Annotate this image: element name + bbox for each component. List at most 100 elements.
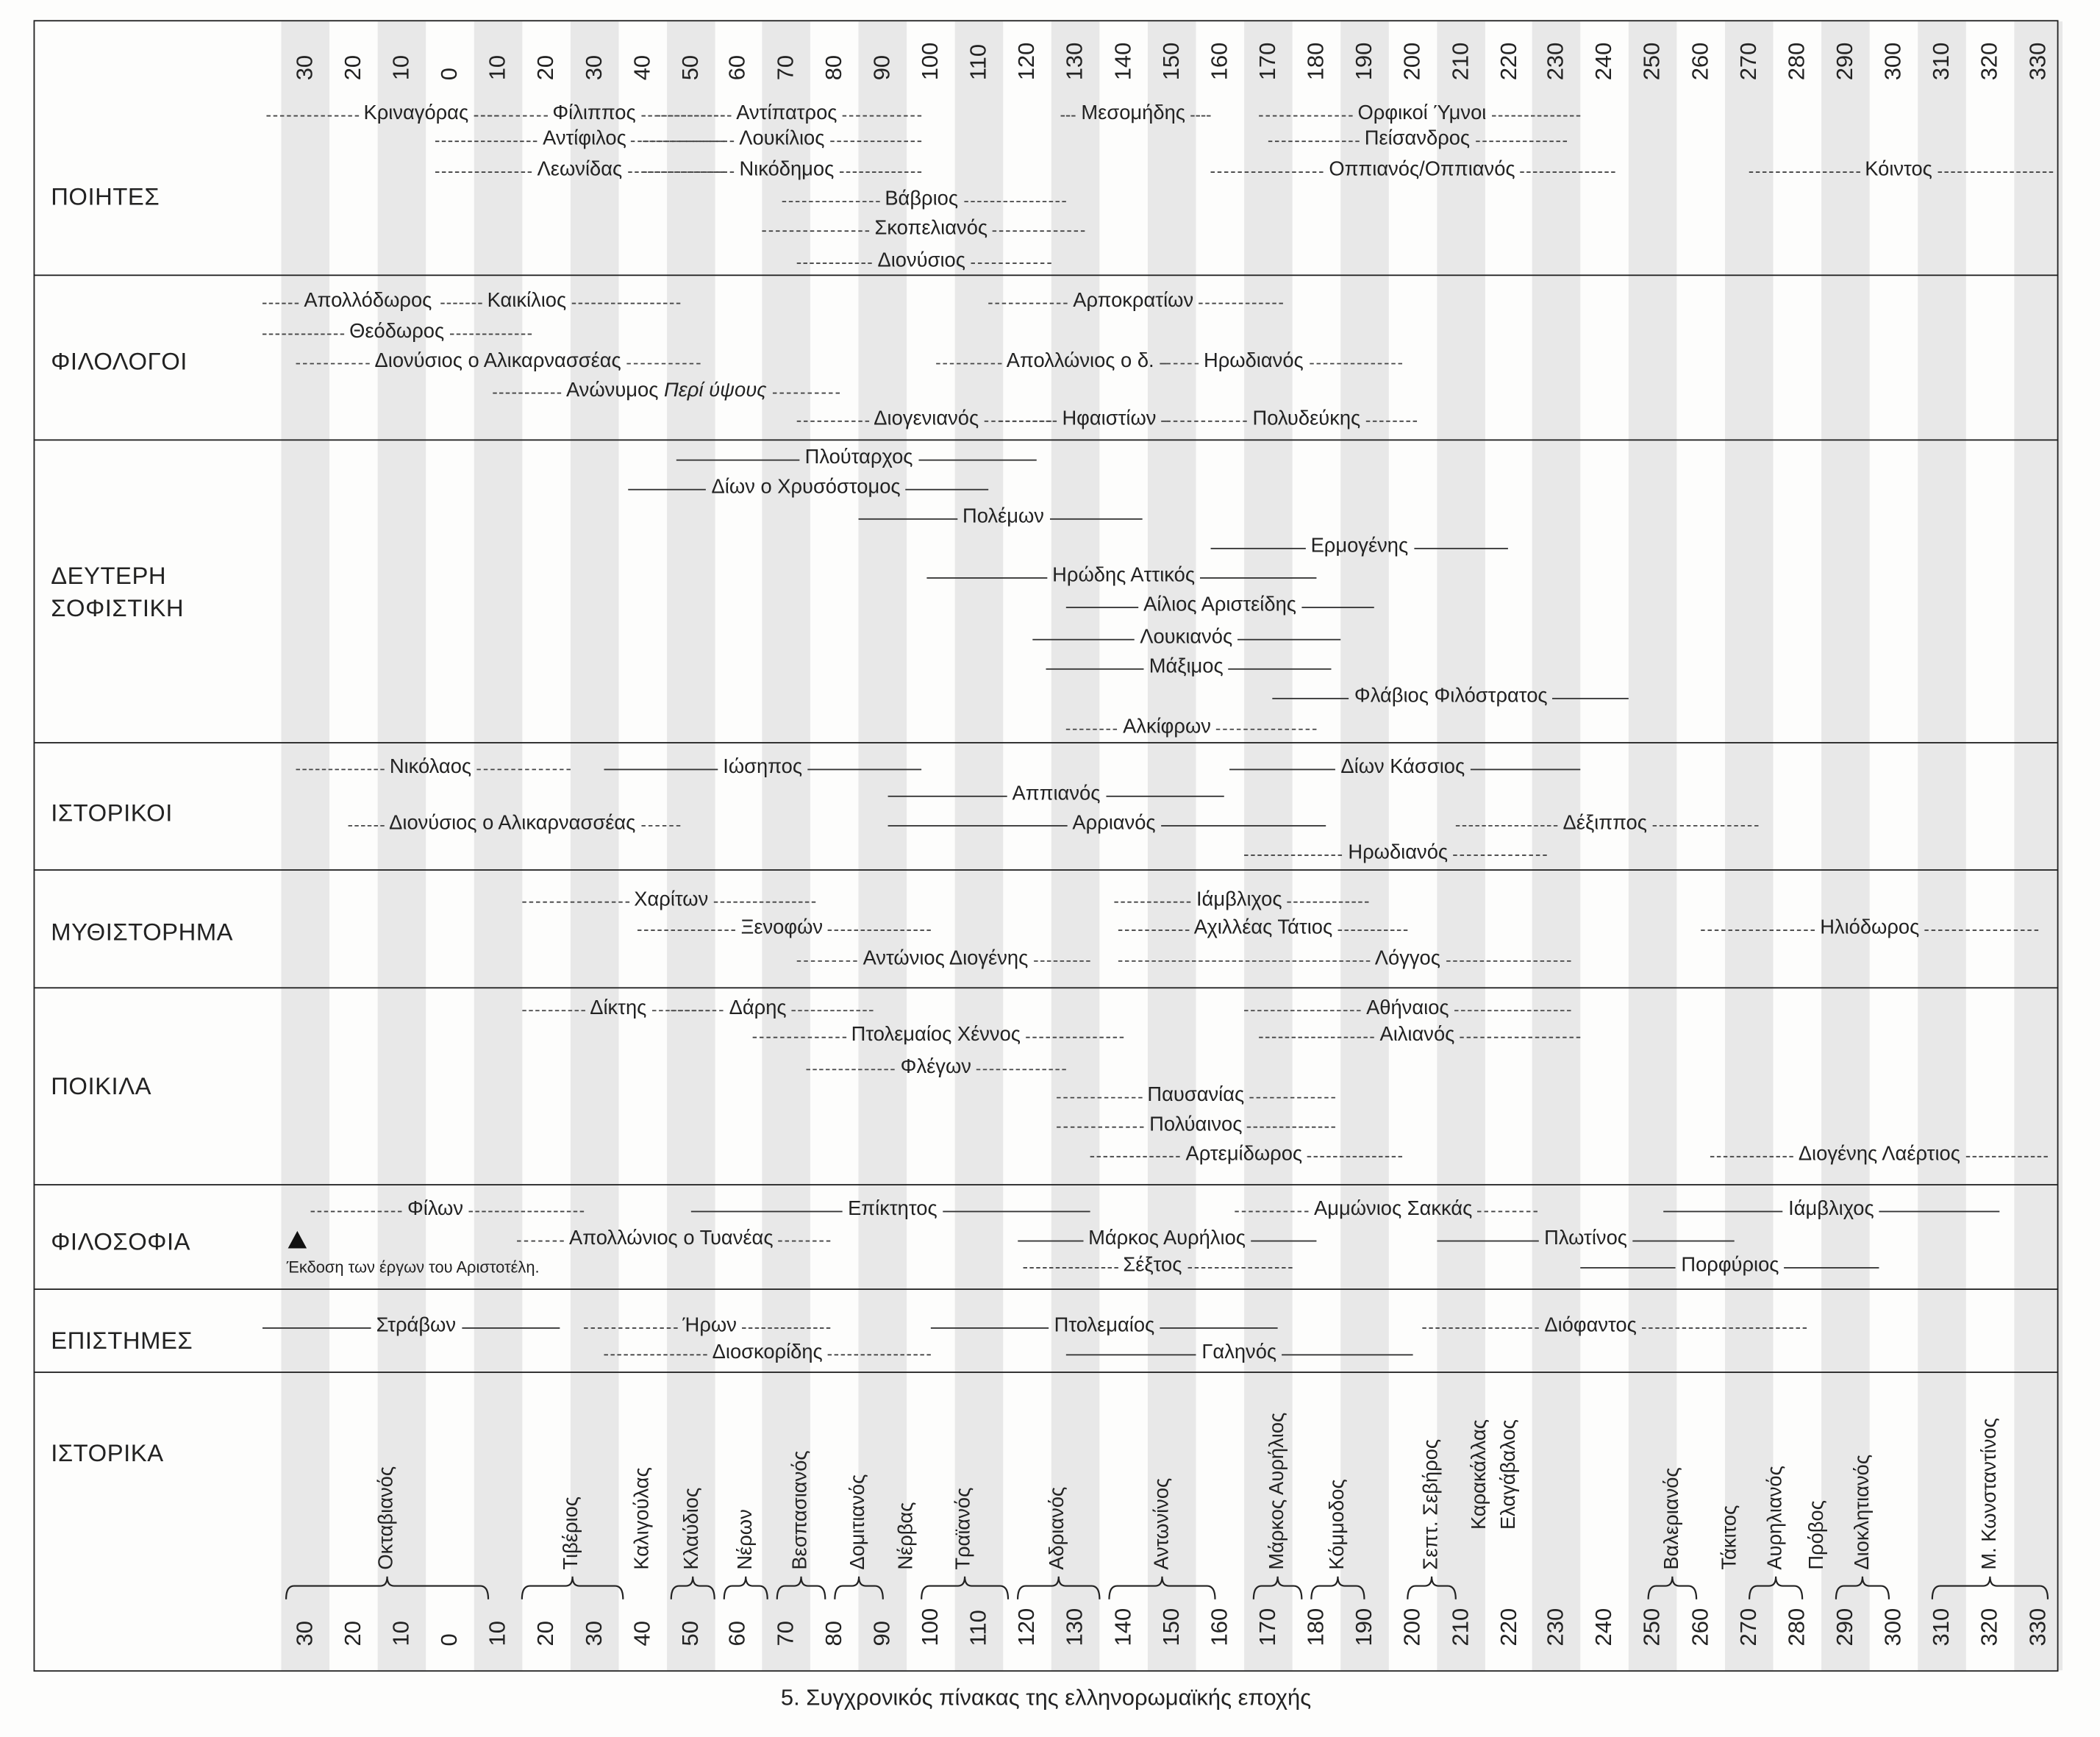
emperor-label: Σεπτ. Σεβήρος: [1419, 1438, 1443, 1570]
entry-label: Φίλων: [407, 1197, 464, 1221]
dashed-span-line: [1307, 1155, 1403, 1158]
emperor-label: Οκταβιανός: [375, 1466, 399, 1570]
dashed-span-line: [782, 201, 879, 203]
solid-span-line: [1199, 577, 1316, 579]
dashed-span-line: [792, 1010, 874, 1012]
dashed-span-line: [935, 363, 1001, 365]
dashed-span-line: [637, 930, 736, 931]
year-tick-label: 220: [1495, 1608, 1521, 1647]
entry-label: Πλούταρχος: [804, 446, 913, 469]
dashed-span-line: [1167, 420, 1247, 422]
section-label-epistimes: ΕΠΙΣΤΗΜΕΣ: [51, 1327, 193, 1355]
entry-label: Ηρώδης Αττικός: [1052, 563, 1196, 587]
year-tick-label: 40: [629, 1621, 654, 1647]
dashed-span-line: [839, 171, 922, 173]
dashed-span-line: [827, 1354, 932, 1356]
year-tick-label: 40: [629, 54, 654, 81]
section-label-poikila: ΠΟΙΚΙΛΑ: [51, 1072, 152, 1100]
entry-label: Σέξτος: [1123, 1253, 1182, 1277]
emperor-label: Κλαύδιος: [680, 1487, 704, 1570]
year-tick-label: 210: [1447, 42, 1473, 81]
year-tick-label: 140: [1110, 1608, 1136, 1647]
dashed-span-line: [571, 302, 681, 304]
emperor-label: Διοκλητιανός: [1850, 1454, 1874, 1570]
entry-label: Δάρης: [729, 996, 787, 1020]
dashed-span-line: [1167, 363, 1199, 365]
entry-label: Πολυδεύκης: [1252, 407, 1361, 430]
entry-label: Ξενοφών: [740, 916, 824, 939]
dashed-span-line: [1924, 930, 2038, 931]
dashed-span-line: [642, 171, 734, 173]
year-tick-label: 270: [1735, 42, 1762, 81]
solid-span-line: [1228, 668, 1331, 670]
year-band: [281, 21, 330, 1671]
year-band: [1821, 21, 1870, 1671]
dashed-span-line: [1056, 1126, 1145, 1128]
entry-label: Μεσομήδης: [1081, 101, 1185, 125]
year-tick-label: 280: [1784, 1608, 1810, 1647]
year-tick-label: 320: [1976, 1608, 2002, 1647]
dashed-span-line: [604, 1354, 707, 1356]
dashed-span-line: [1216, 728, 1316, 730]
entry-label: Αρριανός: [1072, 811, 1156, 835]
entry-label: Διογένης Λαέρτιος: [1798, 1142, 1960, 1166]
entry-label: Νικόδημος: [739, 157, 835, 181]
entry-label: Αθήναιος: [1366, 996, 1449, 1020]
entry-label: Πείσανδρος: [1364, 127, 1471, 150]
year-tick-label: 70: [773, 54, 799, 81]
dashed-span-line: [1061, 115, 1076, 117]
solid-span-line: [1065, 607, 1138, 608]
entry-label: Φλάβιος Φιλόστρατος: [1354, 684, 1548, 707]
dashed-span-line: [1338, 930, 1408, 931]
entry-label: Παυσανίας: [1147, 1083, 1245, 1107]
solid-span-line: [1210, 547, 1306, 549]
year-band: [2014, 21, 2062, 1671]
dashed-span-line: [971, 262, 1051, 264]
year-tick-label: 260: [1688, 42, 1714, 81]
dashed-span-line: [1491, 115, 1581, 117]
year-tick-label: 180: [1302, 1608, 1329, 1647]
entry-label-italic: Περί ύψους: [663, 379, 767, 402]
solid-span-line: [1470, 768, 1581, 771]
entry-label: Σκοπελιανός: [874, 217, 988, 240]
dashed-span-line: [1477, 1210, 1538, 1213]
year-tick-label: 300: [1880, 42, 1906, 81]
dashed-span-line: [521, 901, 629, 903]
dashed-span-line: [476, 768, 571, 771]
dashed-span-line: [1033, 960, 1090, 962]
year-tick-label: 20: [532, 1621, 558, 1647]
entry-label: Απολλώνιος ο δ.: [1006, 349, 1154, 373]
solid-span-line: [627, 488, 707, 491]
solid-span-line: [1413, 547, 1509, 549]
entry-label: Αρποκρατίων: [1073, 289, 1194, 313]
entry-label: Πτολεμαίος: [1054, 1313, 1155, 1337]
section-label-istorika: ΙΣΤΟΡΙΚΑ: [51, 1440, 164, 1467]
solid-span-line: [807, 768, 922, 771]
entry-label: Δίων Κάσσιος: [1340, 755, 1465, 779]
dashed-span-line: [1258, 115, 1353, 117]
year-tick-label: 130: [1062, 42, 1088, 81]
section-label-istorikoi: ΙΣΤΟΡΙΚΟΙ: [51, 799, 173, 827]
entry-label: Αντίφιλος: [543, 127, 626, 150]
year-tick-label: 0: [436, 68, 463, 81]
dashed-span-line: [435, 171, 532, 173]
solid-span-line: [1273, 697, 1349, 699]
entry-label: Φίλιππος: [552, 101, 636, 125]
entry-label: Πολύαινος: [1149, 1113, 1243, 1136]
entry-label: Απολλόδωρος: [304, 289, 432, 313]
dashed-span-line: [296, 768, 385, 771]
dashed-span-line: [1199, 302, 1283, 304]
entry-label: Μάρκος Αυρήλιος: [1088, 1227, 1246, 1250]
dashed-span-line: [1025, 1036, 1124, 1038]
year-tick-label: 230: [1543, 42, 1569, 81]
section-divider: [33, 869, 2059, 871]
figure-caption: 5. Συγχρονικός πίνακας της ελληνορωμαϊκή…: [780, 1685, 1312, 1711]
entry-label: Ιάμβλιχος: [1196, 888, 1282, 911]
dashed-span-line: [976, 1069, 1066, 1071]
year-tick-label: 330: [2024, 42, 2051, 81]
emperor-label: Αυρηλιανός: [1763, 1466, 1787, 1570]
solid-span-line: [888, 795, 1007, 797]
emperor-label: Καρακάλλας: [1468, 1419, 1491, 1530]
dashed-span-line: [671, 1010, 724, 1012]
